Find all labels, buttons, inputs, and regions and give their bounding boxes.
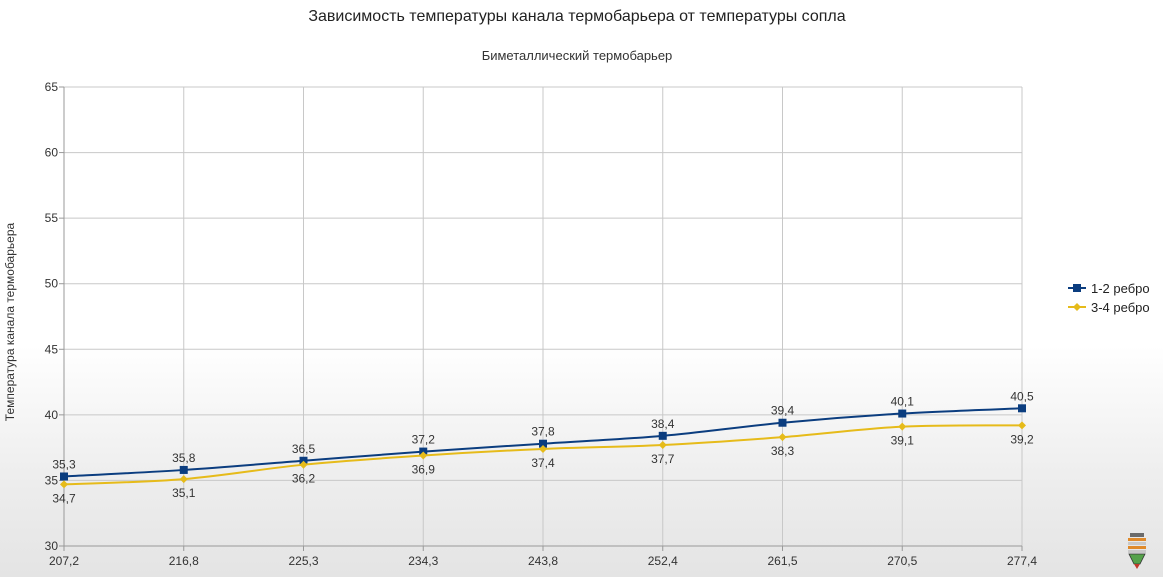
legend-marker-2 xyxy=(1073,303,1081,311)
series-1-data-label: 35,3 xyxy=(52,457,76,471)
y-tick-label: 55 xyxy=(45,211,59,225)
series-1-data-label: 35,8 xyxy=(172,451,196,465)
series-2-point xyxy=(1018,421,1026,430)
axes: 30 35 40 45 50 55 60 65 207,2 216,8 225,3 234,3 243,… xyxy=(45,80,1038,568)
x-tick-label: 216,8 xyxy=(169,554,199,568)
series-2-data-label: 38,3 xyxy=(771,444,795,458)
series-1-point xyxy=(60,472,68,481)
series-layer xyxy=(60,404,1026,489)
x-tick-label: 277,4 xyxy=(1007,554,1037,568)
series-2-point xyxy=(778,433,787,442)
series-2-data-label: 34,7 xyxy=(52,491,76,505)
series-2-data-label: 37,7 xyxy=(651,452,675,466)
series-1-point xyxy=(778,418,787,427)
grid xyxy=(63,86,1023,547)
y-tick-label: 65 xyxy=(45,80,59,94)
series-2-data-label: 36,2 xyxy=(292,472,316,486)
series-2-point xyxy=(60,480,68,489)
series-2-point xyxy=(658,441,667,450)
series-2-point xyxy=(898,422,907,431)
x-tick-label: 207,2 xyxy=(49,554,79,568)
series-2-point xyxy=(419,451,428,460)
series-1-point xyxy=(539,439,547,448)
series-1-point xyxy=(898,409,907,418)
x-tick-label: 252,4 xyxy=(648,554,678,568)
legend-label-2: 3-4 ребро xyxy=(1091,300,1150,315)
series-2-point xyxy=(179,475,188,484)
series-2-data-label: 39,1 xyxy=(891,434,915,448)
x-tick-label: 225,3 xyxy=(288,554,318,568)
y-tick-label: 45 xyxy=(45,342,59,356)
legend-marker-1 xyxy=(1073,284,1081,292)
y-tick-label: 30 xyxy=(45,539,59,553)
series-2-data-label: 39,2 xyxy=(1010,432,1034,446)
y-axis-label: Температура канала термобарьера xyxy=(3,222,17,421)
chart-subtitle: Биметаллический термобарьер xyxy=(482,48,673,63)
series-2-point xyxy=(299,460,308,469)
series-2-data-label: 37,4 xyxy=(531,456,555,470)
x-tick-label: 243,8 xyxy=(528,554,558,568)
x-tick-label: 261,5 xyxy=(767,554,797,568)
data-labels: 35,3 35,8 36,5 37,2 37,8 38,4 39,4 40,1 40,5 34,7… xyxy=(52,389,1034,505)
series-1-point xyxy=(1018,404,1026,413)
series-1-data-label: 37,2 xyxy=(412,433,436,447)
x-tick-label: 270,5 xyxy=(887,554,917,568)
y-tick-label: 35 xyxy=(45,473,59,487)
x-tick-label: 234,3 xyxy=(408,554,438,568)
series-1-data-label: 36,5 xyxy=(292,442,316,456)
series-1-data-label: 40,5 xyxy=(1010,389,1034,403)
y-tick-label: 40 xyxy=(45,408,59,422)
y-tick-label: 50 xyxy=(45,277,59,291)
series-1-data-label: 39,4 xyxy=(771,404,795,418)
series-1-data-label: 37,8 xyxy=(531,425,555,439)
series-2-data-label: 36,9 xyxy=(412,463,436,477)
series-1-data-label: 38,4 xyxy=(651,417,675,431)
series-1-point xyxy=(658,431,667,440)
chart-title: Зависимость температуры канала термобарь… xyxy=(308,8,845,25)
series-2-data-label: 35,1 xyxy=(172,486,196,500)
legend: 1-2 ребро 3-4 ребро xyxy=(1068,281,1150,315)
series-1-point xyxy=(179,465,188,474)
series-2-point xyxy=(539,444,547,453)
series-1-data-label: 40,1 xyxy=(891,395,915,409)
nozzle-logo-icon xyxy=(1128,533,1146,569)
legend-label-1: 1-2 ребро xyxy=(1091,281,1150,296)
y-tick-label: 60 xyxy=(45,146,59,160)
